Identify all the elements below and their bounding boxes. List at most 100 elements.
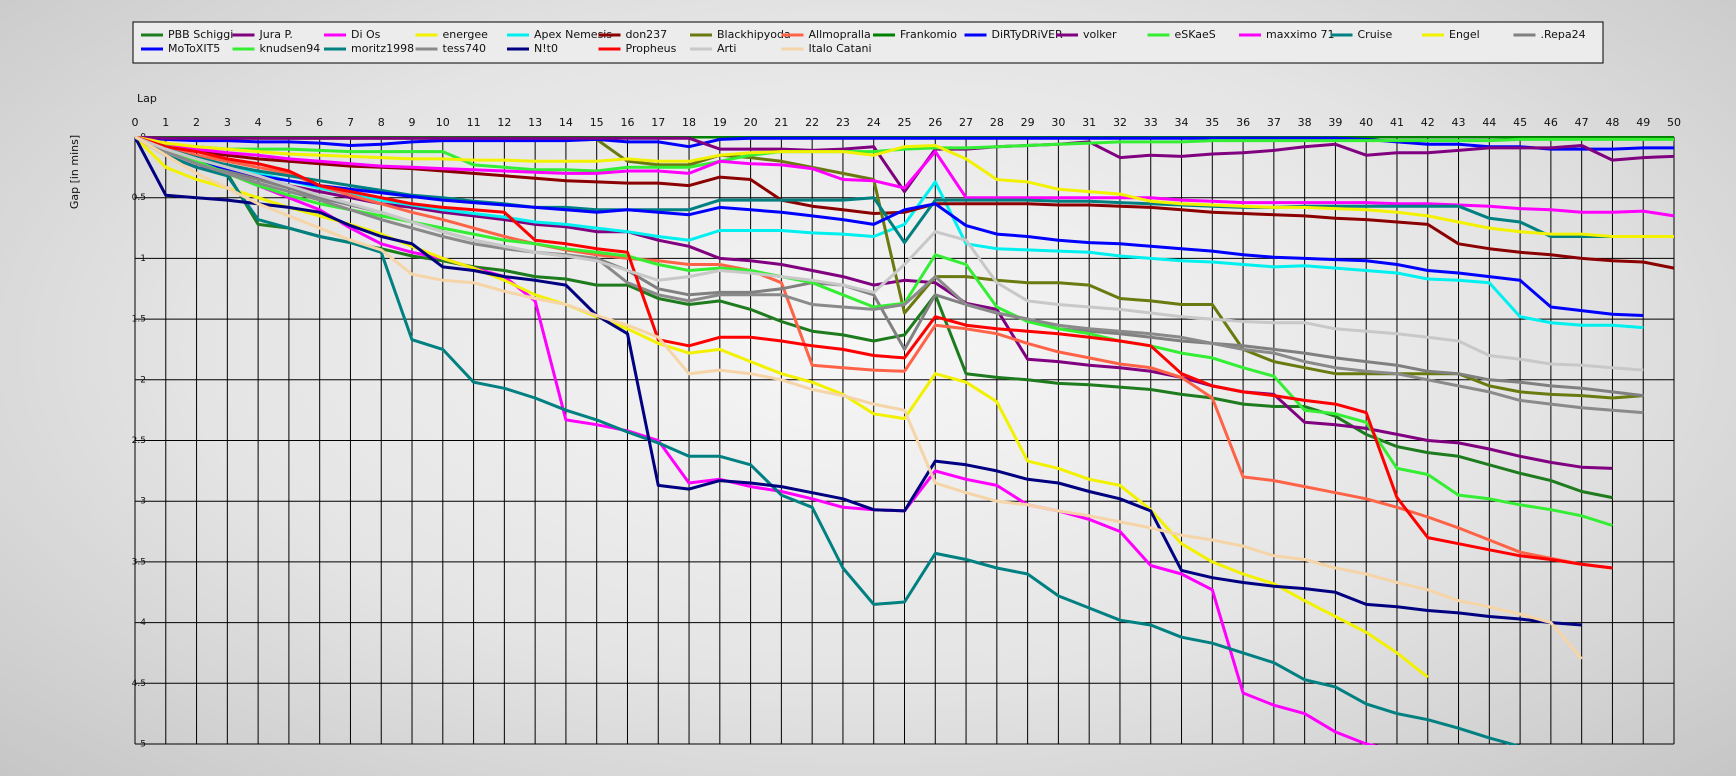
legend-label: Arti bbox=[717, 42, 736, 55]
legend-label: volker bbox=[1083, 28, 1117, 41]
x-tick-label: 26 bbox=[928, 116, 942, 129]
legend-label: Jura P. bbox=[259, 28, 293, 41]
legend-label: Apex Nemesis bbox=[534, 28, 612, 41]
x-tick-label: 37 bbox=[1267, 116, 1281, 129]
x-tick-label: 3 bbox=[224, 116, 231, 129]
x-tick-label: 22 bbox=[805, 116, 819, 129]
series-line bbox=[134, 136, 1674, 245]
x-tick-label: 18 bbox=[682, 116, 696, 129]
x-axis-label: Lap bbox=[137, 92, 157, 105]
x-tick-label: 11 bbox=[467, 116, 481, 129]
legend-label: Blackhipyoda bbox=[717, 28, 791, 41]
series-line bbox=[134, 136, 1674, 173]
x-tick-label: 27 bbox=[959, 116, 973, 129]
x-tick-label: 50 bbox=[1667, 116, 1681, 129]
x-tick-label: 32 bbox=[1113, 116, 1127, 129]
series-line bbox=[134, 136, 1675, 218]
series-line bbox=[134, 136, 1674, 151]
x-tick-label: 7 bbox=[347, 116, 354, 129]
legend-label: knudsen94 bbox=[260, 42, 321, 55]
legend-label: DiRTyDRiVER bbox=[992, 28, 1064, 41]
x-tick-label: 10 bbox=[436, 116, 450, 129]
y-tick-label: 5 bbox=[140, 740, 146, 750]
x-tick-label: 39 bbox=[1328, 116, 1342, 129]
legend-label: Propheus bbox=[626, 42, 677, 55]
series-line bbox=[134, 136, 1613, 527]
y-tick-label: 4 bbox=[140, 618, 146, 628]
x-tick-label: 44 bbox=[1482, 116, 1496, 129]
x-tick-label: 40 bbox=[1359, 116, 1373, 129]
x-tick-label: 30 bbox=[1051, 116, 1065, 129]
y-tick-label: 0.5 bbox=[132, 193, 146, 203]
series-line bbox=[134, 136, 1675, 194]
y-tick-label: 1.5 bbox=[132, 315, 146, 325]
series-line bbox=[134, 136, 1582, 627]
series-line bbox=[134, 136, 1379, 745]
series-line bbox=[134, 136, 1674, 238]
legend-label: PBB Schiggi bbox=[168, 28, 233, 41]
legend-label: N!t0 bbox=[534, 42, 558, 55]
legend-label: Frankomio bbox=[900, 28, 957, 41]
x-tick-label: 33 bbox=[1144, 116, 1158, 129]
x-tick-label: 5 bbox=[285, 116, 292, 129]
y-tick-label: 3.5 bbox=[132, 557, 146, 567]
x-tick-label: 8 bbox=[378, 116, 385, 129]
x-tick-label: 25 bbox=[898, 116, 912, 129]
plot-area bbox=[134, 136, 1675, 745]
legend-label: energee bbox=[443, 28, 489, 41]
x-tick-label: 43 bbox=[1452, 116, 1466, 129]
series-line bbox=[134, 136, 1613, 570]
x-tick-label: 38 bbox=[1298, 116, 1312, 129]
series-line bbox=[134, 136, 1583, 660]
x-tick-label: 13 bbox=[528, 116, 542, 129]
series-line bbox=[134, 136, 1644, 415]
legend-label: tess740 bbox=[443, 42, 487, 55]
x-tick-label: 47 bbox=[1575, 116, 1589, 129]
x-tick-label: 41 bbox=[1390, 116, 1404, 129]
x-tick-label: 2 bbox=[193, 116, 200, 129]
x-tick-label: 17 bbox=[651, 116, 665, 129]
series-line bbox=[134, 136, 1644, 330]
x-tick-label: 12 bbox=[497, 116, 511, 129]
x-tick-label: 14 bbox=[559, 116, 573, 129]
x-tick-label: 21 bbox=[774, 116, 788, 129]
legend-label: MoToXIT5 bbox=[168, 42, 220, 55]
x-tick-label: 20 bbox=[744, 116, 758, 129]
x-tick-label: 24 bbox=[867, 116, 881, 129]
legend-label: .Repa24 bbox=[1541, 28, 1586, 41]
x-tick-label: 35 bbox=[1205, 116, 1219, 129]
x-tick-label: 4 bbox=[255, 116, 262, 129]
legend-label: Engel bbox=[1449, 28, 1480, 41]
x-tick-label: 6 bbox=[316, 116, 323, 129]
x-tick-label: 49 bbox=[1636, 116, 1650, 129]
legend-label: maxximo 71 bbox=[1266, 28, 1334, 41]
x-tick-label: 0 bbox=[132, 116, 139, 129]
legend-label: Cruise bbox=[1358, 28, 1393, 41]
y-tick-label: 1 bbox=[140, 254, 146, 264]
y-tick-label: 3 bbox=[140, 497, 146, 507]
legend-label: eSKaeS bbox=[1175, 28, 1216, 41]
x-tick-label: 45 bbox=[1513, 116, 1527, 129]
series-line bbox=[134, 136, 1644, 372]
series-line bbox=[134, 136, 1613, 570]
x-tick-label: 9 bbox=[409, 116, 416, 129]
x-tick-label: 28 bbox=[990, 116, 1004, 129]
y-tick-label: 2 bbox=[140, 375, 146, 385]
x-tick-label: 42 bbox=[1421, 116, 1435, 129]
legend-label: Di Os bbox=[351, 28, 381, 41]
legend-label: don237 bbox=[626, 28, 668, 41]
legend-box bbox=[132, 21, 1604, 64]
x-tick-label: 29 bbox=[1021, 116, 1035, 129]
y-axis-label: Gap [in mins] bbox=[68, 135, 81, 209]
x-tick-label: 15 bbox=[590, 116, 604, 129]
y-tick-label: 4.5 bbox=[132, 679, 146, 689]
legend-label: moritz1998 bbox=[351, 42, 414, 55]
series-line bbox=[134, 136, 1521, 745]
series-line bbox=[134, 136, 1644, 317]
x-tick-label: 16 bbox=[620, 116, 634, 129]
legend-label: Allmopralla bbox=[809, 28, 871, 41]
x-tick-label: 1 bbox=[162, 116, 169, 129]
x-tick-label: 31 bbox=[1082, 116, 1096, 129]
x-tick-label: 48 bbox=[1605, 116, 1619, 129]
